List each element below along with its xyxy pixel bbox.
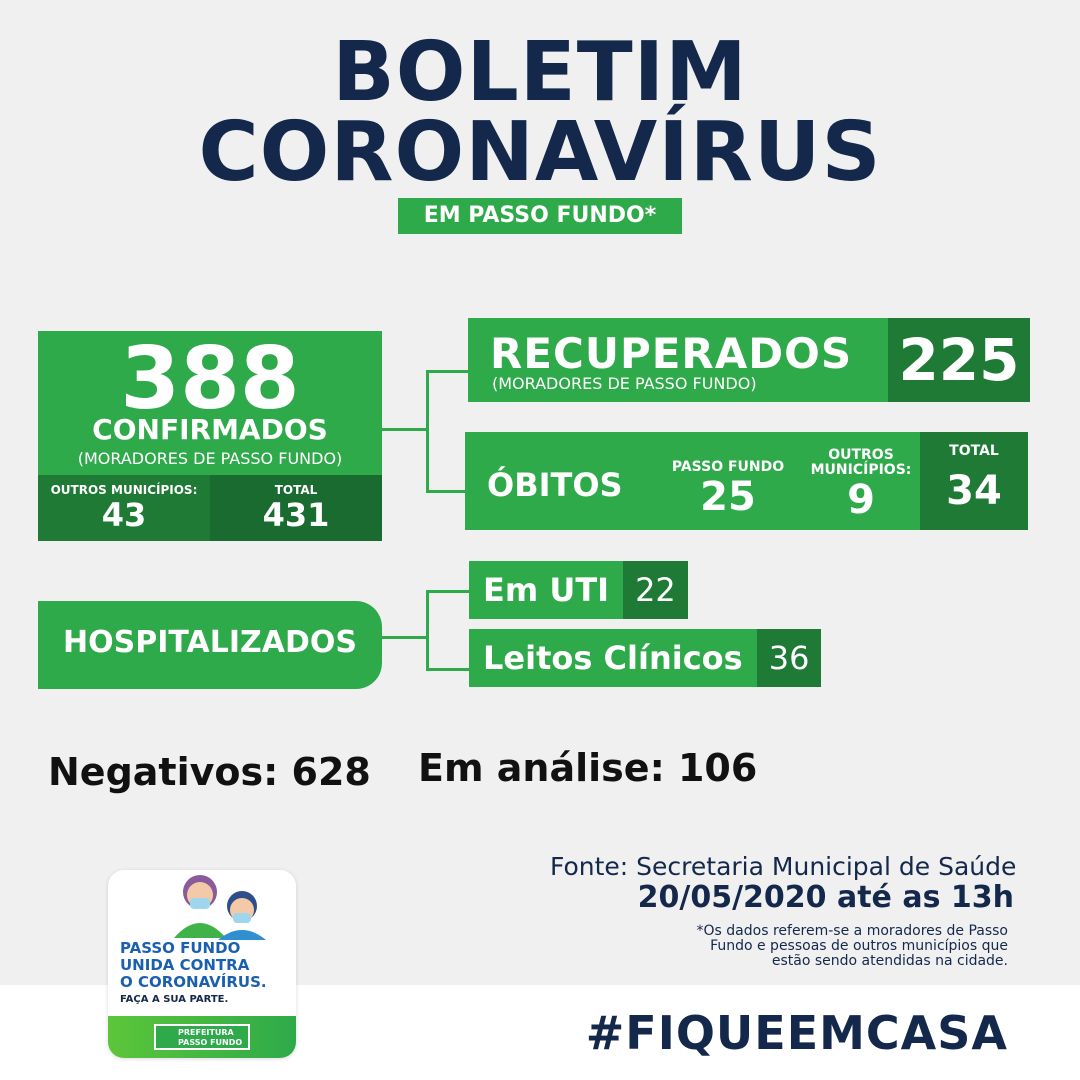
deaths-other-label-1: OUTROS [828, 447, 894, 463]
confirmed-total-label: TOTAL [274, 483, 318, 497]
confirmed-other-label: OUTROS MUNICÍPIOS: [50, 483, 198, 497]
campaign-card: PASSO FUNDO UNIDA CONTRA O CORONAVÍRUS. … [108, 870, 296, 1058]
beds-pill: Leitos Clínicos 36 [469, 629, 822, 687]
uti-value: 22 [623, 561, 688, 619]
campaign-line: O CORONAVÍRUS. [120, 973, 267, 991]
deaths-other-label-2: MUNICÍPIOS: [810, 462, 912, 478]
logo-line: PASSO FUNDO [178, 1038, 243, 1047]
negatives-stat: Negativos: 628 [48, 750, 371, 794]
hospitalized-label: HOSPITALIZADOS [63, 625, 357, 660]
connector [426, 370, 468, 373]
deaths-total: TOTAL 34 [920, 432, 1028, 530]
title-line-2: CORONAVÍRUS [198, 105, 882, 200]
beds-label: Leitos Clínicos [469, 629, 757, 687]
uti-pill: Em UTI 22 [469, 561, 688, 619]
hospitalized-panel: HOSPITALIZADOS [38, 601, 382, 689]
prefeitura-logo: PREFEITURA PASSO FUNDO [154, 1024, 250, 1050]
title-line-1: BOLETIM [332, 25, 748, 120]
confirmed-other-cell: OUTROS MUNICÍPIOS: 43 [38, 475, 210, 541]
analysis-stat: Em análise: 106 [418, 746, 758, 790]
confirmed-sub: (MORADORES DE PASSO FUNDO) [77, 449, 343, 468]
uti-label: Em UTI [469, 561, 624, 619]
beds-value: 36 [756, 629, 822, 687]
campaign-line: UNIDA CONTRA [120, 956, 250, 974]
subtitle-badge: EM PASSO FUNDO* [398, 198, 682, 234]
connector [382, 428, 428, 431]
confirmed-other-value: 43 [101, 496, 147, 534]
campaign-line: PASSO FUNDO [120, 939, 241, 957]
campaign-small: FAÇA A SUA PARTE. [120, 994, 229, 1005]
deaths-total-value: 34 [946, 468, 1002, 514]
connector [382, 636, 428, 639]
connector [426, 590, 470, 593]
confirmed-total-value: 431 [262, 496, 330, 534]
footnote-line: Fundo e pessoas de outros municípios que [710, 938, 1008, 954]
masked-people-icon [174, 875, 266, 940]
deaths-panel: ÓBITOS PASSO FUNDO 25 OUTROS MUNICÍPIOS:… [465, 432, 1028, 530]
confirmed-panel: 388 CONFIRMADOS (MORADORES DE PASSO FUND… [38, 331, 382, 541]
logo-line: PREFEITURA [178, 1028, 234, 1037]
source-text: Fonte: Secretaria Municipal de Saúde [550, 852, 1017, 881]
recovered-sub: (MORADORES DE PASSO FUNDO) [492, 374, 757, 393]
connector [426, 668, 470, 671]
footnote-line: *Os dados referem-se a moradores de Pass… [696, 923, 1008, 939]
recovered-value: 225 [888, 318, 1030, 402]
campaign-band: PREFEITURA PASSO FUNDO [108, 1016, 296, 1058]
connector [426, 490, 466, 493]
recovered-panel: RECUPERADOS (MORADORES DE PASSO FUNDO) 2… [468, 318, 1030, 402]
connector [426, 590, 429, 670]
hashtag: #FIQUEEMCASA [585, 1006, 1008, 1060]
footnote-line: estão sendo atendidas na cidade. [771, 953, 1008, 969]
confirmed-label: CONFIRMADOS [92, 413, 328, 446]
footnote: *Os dados referem-se a moradores de Pass… [588, 924, 1008, 969]
deaths-pf-label: PASSO FUNDO [671, 459, 785, 475]
deaths-other-value: 9 [847, 477, 875, 523]
confirmed-value: 388 [120, 329, 300, 429]
campaign-text: PASSO FUNDO UNIDA CONTRA O CORONAVÍRUS. [120, 940, 296, 991]
date-text: 20/05/2020 até as 13h [637, 880, 1014, 915]
deaths-label: ÓBITOS [487, 466, 623, 504]
connector [426, 370, 429, 492]
deaths-pf: PASSO FUNDO 25 [661, 459, 795, 520]
confirmed-total-cell: TOTAL 431 [210, 475, 382, 541]
recovered-label: RECUPERADOS [490, 329, 853, 378]
deaths-other: OUTROS MUNICÍPIOS: 9 [805, 447, 917, 523]
deaths-total-label: TOTAL [949, 443, 999, 459]
confirmed-breakdown: OUTROS MUNICÍPIOS: 43 TOTAL 431 [38, 475, 382, 541]
deaths-pf-value: 25 [700, 474, 756, 520]
